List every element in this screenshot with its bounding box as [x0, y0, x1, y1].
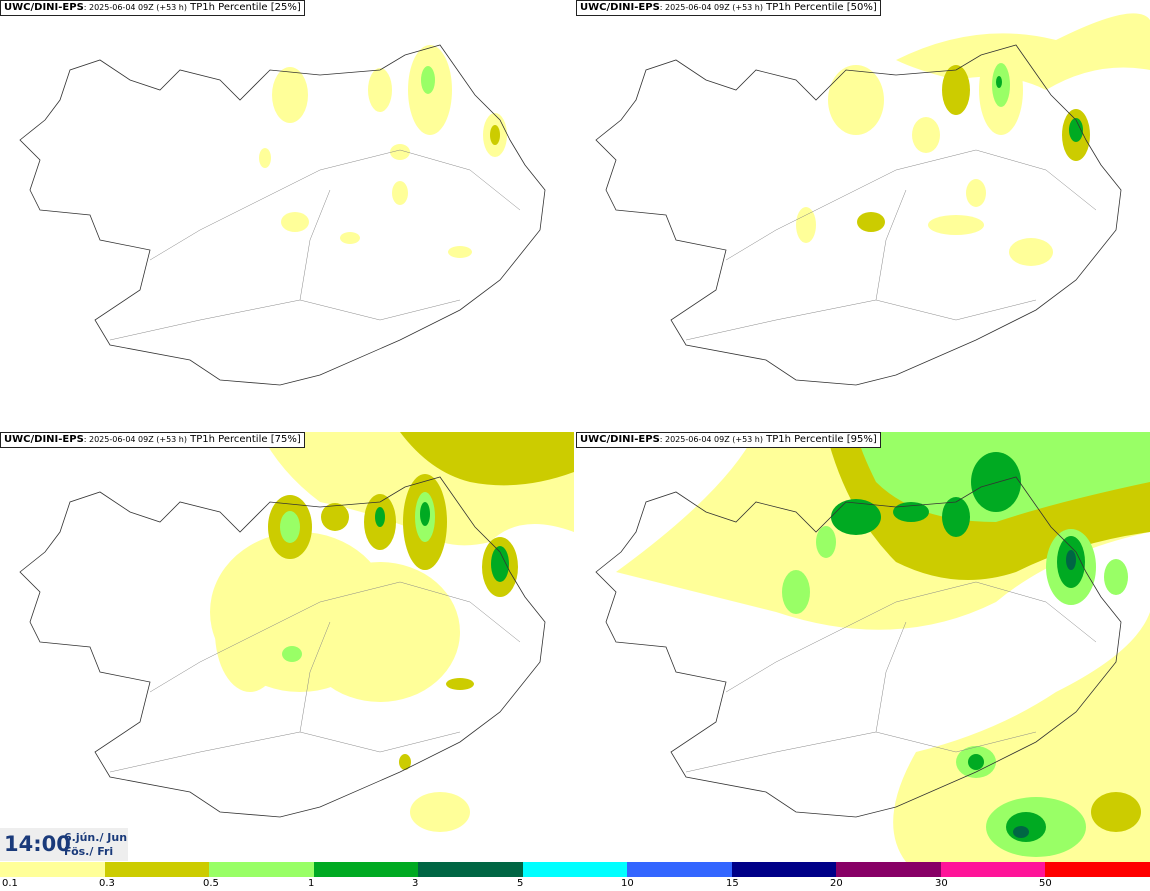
coastline [19, 476, 546, 818]
coastline [595, 44, 1122, 386]
legend-label: 20 [830, 878, 843, 889]
legend-swatch [522, 862, 628, 877]
legend-swatch [1045, 862, 1150, 877]
precip-field [210, 432, 574, 832]
roads [109, 581, 521, 773]
color-legend: 0.1 0.3 0.5 1 3 5 10 15 20 30 50 [0, 862, 1150, 891]
legend-label: 15 [726, 878, 739, 889]
legend-swatch [104, 862, 210, 877]
coastline [595, 476, 1122, 818]
panel-title: UWC/DINI-EPS: 2025-06-04 09Z (+53 h) TP1… [576, 0, 881, 16]
panel-title: UWC/DINI-EPS: 2025-06-04 09Z (+53 h) TP1… [576, 432, 881, 448]
map-panel-p50: UWC/DINI-EPS: 2025-06-04 09Z (+53 h) TP1… [576, 0, 1150, 430]
legend-label: 3 [412, 878, 419, 889]
precip-field [796, 13, 1150, 266]
valid-time: 14:00 [4, 832, 71, 856]
map-canvas [595, 13, 1150, 386]
legend-label: 5 [517, 878, 524, 889]
legend-label: 0.5 [203, 878, 219, 889]
legend-label: 10 [621, 878, 634, 889]
legend-label: 50 [1039, 878, 1052, 889]
roads [685, 149, 1097, 341]
legend-bar [0, 862, 1150, 877]
legend-label: 0.1 [2, 878, 18, 889]
map-canvas [595, 432, 1150, 862]
legend-swatch [731, 862, 837, 877]
legend-swatch [627, 862, 732, 877]
legend-swatch [209, 862, 314, 877]
valid-date-line1: 6.jún./ Jun [64, 831, 128, 844]
coastline [19, 44, 546, 386]
legend-swatch [0, 862, 105, 877]
legend-swatch [313, 862, 419, 877]
precip-field [259, 45, 507, 258]
legend-label: 1 [308, 878, 315, 889]
map-panel-p25: UWC/DINI-EPS: 2025-06-04 09Z (+53 h) TP1… [0, 0, 574, 430]
legend-label: 0.3 [99, 878, 115, 889]
valid-time-box: 14:00 6.jún./ Jun Fös./ Fri [0, 828, 128, 861]
panel-title: UWC/DINI-EPS: 2025-06-04 09Z (+53 h) TP1… [0, 0, 305, 16]
legend-swatch [418, 862, 523, 877]
map-panel-p95: UWC/DINI-EPS: 2025-06-04 09Z (+53 h) TP1… [576, 432, 1150, 862]
legend-swatch [836, 862, 941, 877]
roads [685, 581, 1097, 773]
panel-title: UWC/DINI-EPS: 2025-06-04 09Z (+53 h) TP1… [0, 432, 305, 448]
map-panel-p75: UWC/DINI-EPS: 2025-06-04 09Z (+53 h) TP1… [0, 432, 574, 862]
map-canvas [19, 44, 546, 386]
roads [109, 149, 521, 341]
legend-label: 30 [935, 878, 948, 889]
map-canvas [19, 432, 574, 832]
valid-date-line2: Fös./ Fri [64, 845, 114, 858]
precip-field [616, 432, 1150, 862]
legend-swatch [940, 862, 1046, 877]
